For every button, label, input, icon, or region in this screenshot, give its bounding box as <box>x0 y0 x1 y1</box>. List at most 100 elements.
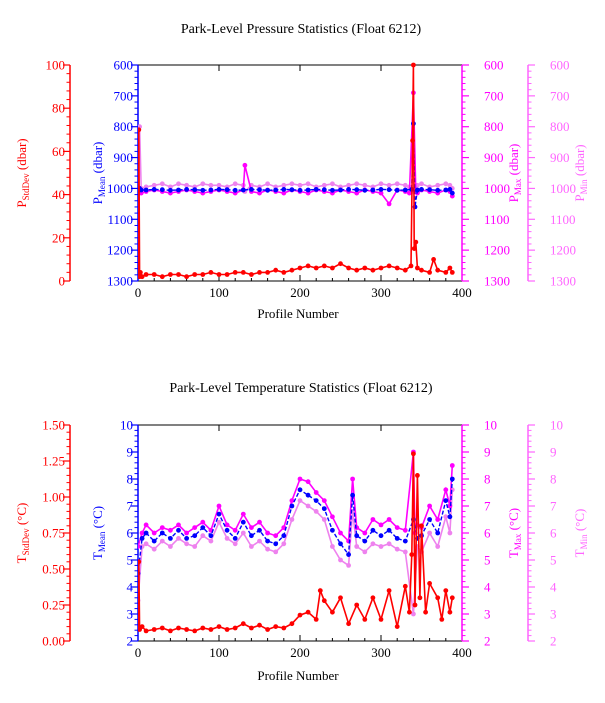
temperature-right-inner-data-point <box>330 514 335 520</box>
pressure-right-outer-data-point <box>232 181 238 187</box>
temperature-right-inner-tick-label: 5 <box>484 553 491 568</box>
temperature-right-outer-tick-label: 7 <box>550 499 557 514</box>
pressure-right-inner-tick-label: 1100 <box>484 212 510 227</box>
temperature-right-outer-axis-label: TMin (°C) <box>572 509 589 558</box>
pressure-right-outer-data-point <box>265 181 270 187</box>
temperature-x-tick-label: 0 <box>135 645 142 660</box>
pressure-left-outer-data-point <box>305 263 311 269</box>
pressure-left-inner-data-point <box>289 187 295 193</box>
temperature-left-outer-tick-label: 0.00 <box>42 634 65 649</box>
temperature-left-outer-tick-label: 0.50 <box>42 562 65 577</box>
temperature-right-outer-data-point <box>200 533 206 539</box>
pressure-left-outer-data-point <box>449 270 455 275</box>
pressure-left-outer-data-point <box>143 272 149 277</box>
temperature-left-inner-data-point <box>176 527 181 533</box>
pressure-right-outer-tick-label: 700 <box>550 88 570 103</box>
pressure-right-outer-data-point <box>321 182 327 188</box>
temperature-right-outer-tick-label: 2 <box>550 634 557 649</box>
temperature-left-outer-data-point <box>168 628 173 634</box>
temperature-right-inner-data-point <box>265 530 270 536</box>
temperature-right-outer-data-point <box>216 519 222 525</box>
pressure-right-outer-data-point <box>354 181 360 187</box>
pressure-left-inner-data-point <box>394 187 400 193</box>
pressure-right-outer-data-point <box>184 182 190 188</box>
temperature-right-inner-data-point <box>176 522 181 528</box>
pressure-left-outer-data-point <box>402 267 408 273</box>
temperature-left-outer-data-point <box>394 624 400 629</box>
temperature-right-inner-tick-label: 2 <box>484 634 491 649</box>
temperature-right-inner-data-point <box>346 538 351 544</box>
temperature-left-inner-data-point <box>289 503 295 509</box>
temperature-left-inner-tick-label: 9 <box>127 445 134 460</box>
temperature-left-inner-data-point <box>240 519 246 525</box>
pressure-right-outer-data-point <box>386 182 392 188</box>
pressure-right-inner-data-point <box>242 162 248 168</box>
temperature-left-inner-data-point <box>200 525 206 530</box>
pressure-left-inner-data-point <box>257 187 262 193</box>
temperature-left-inner-tick-label: 4 <box>127 580 134 595</box>
pressure-right-inner-data-point <box>281 190 287 196</box>
temperature-right-outer-data-point <box>402 549 408 555</box>
pressure-left-inner-tick-label: 900 <box>114 150 134 165</box>
pressure-left-outer-data-point <box>139 274 145 280</box>
pressure-left-inner-data-point <box>362 187 368 193</box>
pressure-left-outer-tick-label: 100 <box>46 58 66 73</box>
temperature-left-outer-data-point <box>412 602 418 608</box>
temperature-left-outer-data-point <box>449 595 455 601</box>
temperature-right-outer-data-point <box>447 530 453 536</box>
temperature-right-inner-tick-label: 4 <box>484 580 491 595</box>
temperature-right-outer-data-point <box>362 549 368 555</box>
pressure-left-outer-tick-label: 40 <box>52 187 65 202</box>
pressure-right-inner-data-point <box>378 190 384 196</box>
temperature-right-outer-data-point <box>151 546 157 552</box>
pressure-left-inner-data-point <box>330 187 335 193</box>
pressure-right-outer-tick-label: 800 <box>550 119 570 134</box>
pressure-left-inner-data-point <box>449 190 455 196</box>
temperature-left-inner-data-point <box>151 538 157 544</box>
temperature-right-inner-data-point <box>386 517 392 522</box>
pressure-right-inner-tick-label: 1300 <box>484 274 510 289</box>
temperature-left-outer-data-point <box>200 625 206 631</box>
temperature-left-outer-tick-label: 0.75 <box>42 526 65 541</box>
temperature-left-outer-data-point <box>297 612 303 618</box>
temperature-left-outer-data-point <box>138 559 142 565</box>
temperature-left-outer-data-point <box>273 624 279 629</box>
pressure-left-outer-data-point <box>176 272 181 277</box>
temperature-left-outer-data-point <box>143 628 149 634</box>
pressure-left-outer-data-point <box>224 272 230 277</box>
pressure-right-inner-tick-label: 900 <box>484 150 504 165</box>
temperature-x-tick-label: 200 <box>290 645 310 660</box>
pressure-left-outer-data-point <box>330 265 335 271</box>
pressure-right-inner-tick-label: 700 <box>484 88 504 103</box>
temperature-right-outer-data-point <box>224 536 230 541</box>
pressure-left-inner-tick-label: 1100 <box>107 212 133 227</box>
temperature-left-inner-data-point <box>370 527 376 533</box>
pressure-right-inner-tick-label: 1000 <box>484 181 510 196</box>
temperature-left-outer-tick-label: 1.00 <box>42 490 65 505</box>
temperature-right-outer-tick-label: 6 <box>550 526 557 541</box>
pressure-left-outer-data-point <box>362 265 368 271</box>
pressure-right-outer-data-point <box>402 182 408 188</box>
pressure-left-outer-data-point <box>419 267 424 273</box>
temperature-right-outer-tick-label: 3 <box>550 607 557 622</box>
temperature-right-inner-data-point <box>289 498 295 503</box>
temperature-left-inner-data-point <box>273 541 279 547</box>
pressure-left-outer-data-point <box>138 270 143 275</box>
temperature-right-outer-tick-label: 5 <box>550 553 557 568</box>
temperature-right-inner-tick-label: 10 <box>484 418 497 433</box>
temperature-right-outer-data-point <box>208 538 214 544</box>
temperature-right-outer-data-point <box>143 541 149 547</box>
pressure-left-inner-data-point <box>240 187 246 193</box>
temperature-left-inner-data-point <box>216 511 222 517</box>
temperature-right-outer-data-point <box>249 544 254 549</box>
pressure-left-outer-tick-label: 20 <box>52 230 65 245</box>
pressure-left-inner-tick-label: 1000 <box>107 181 133 196</box>
pressure-left-inner-data-point <box>338 187 343 193</box>
pressure-left-inner-data-point <box>224 187 230 193</box>
pressure-left-outer-data-point <box>410 138 415 144</box>
temperature-left-inner-data-point <box>362 538 368 544</box>
temperature-left-outer-data-point <box>249 625 254 631</box>
temperature-right-outer-data-point <box>370 541 376 547</box>
temperature-right-inner-data-point <box>224 522 230 528</box>
pressure-left-inner-data-point <box>232 187 238 193</box>
